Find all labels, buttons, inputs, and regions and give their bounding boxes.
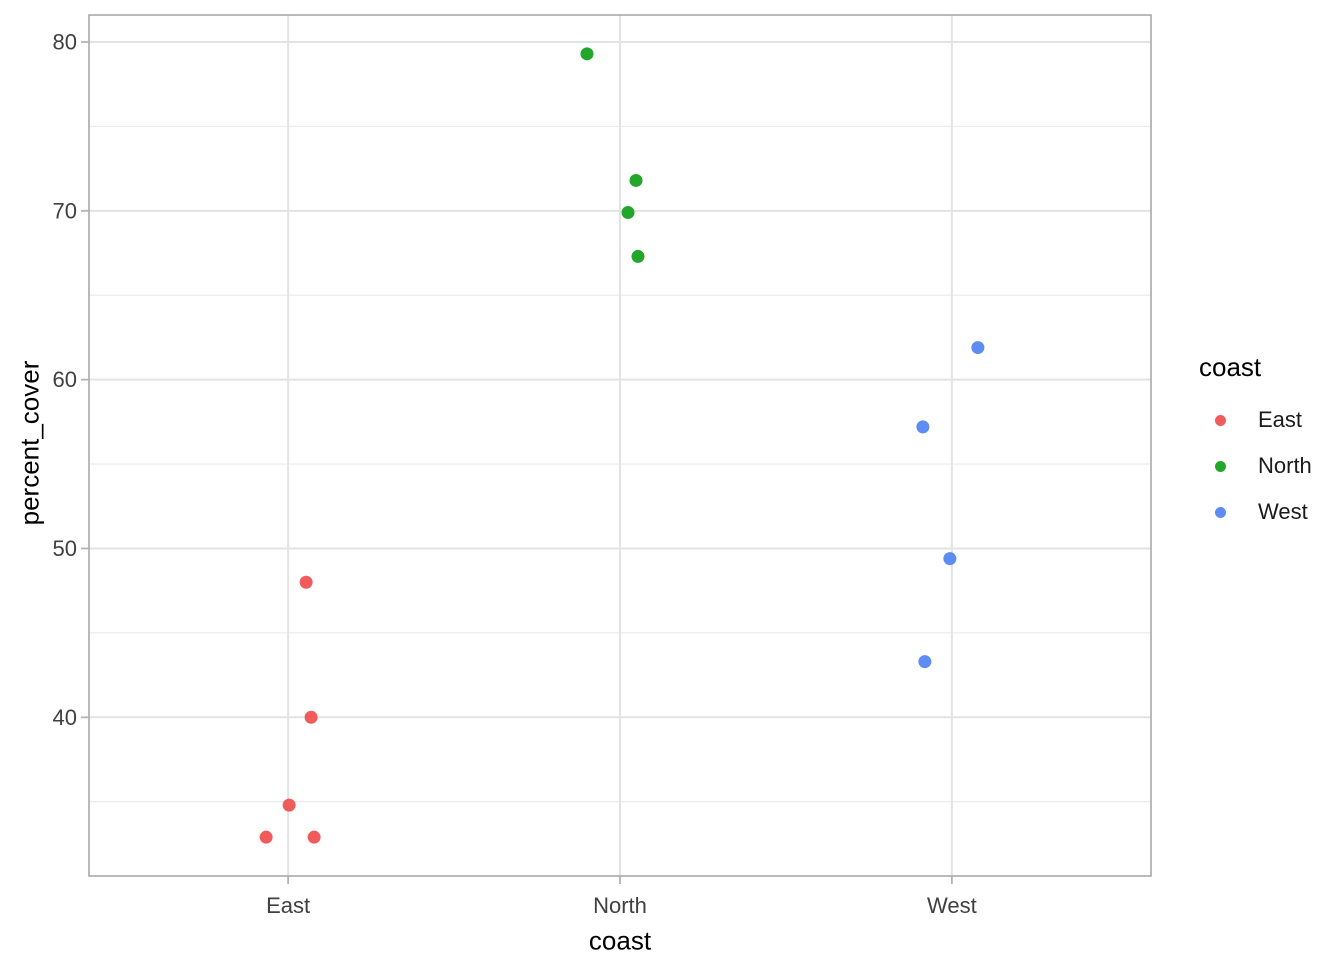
data-point-east bbox=[304, 710, 318, 724]
x-tick-label: West bbox=[927, 893, 977, 918]
x-tick-label: North bbox=[593, 893, 647, 918]
y-tick-label: 80 bbox=[53, 30, 77, 55]
y-axis-title: percent_cover bbox=[14, 360, 45, 526]
legend: coast East North West bbox=[1199, 352, 1312, 543]
data-point-west bbox=[971, 341, 985, 355]
data-point-east bbox=[259, 830, 273, 844]
legend-item-north: North bbox=[1199, 451, 1312, 481]
x-axis-title: coast bbox=[588, 925, 652, 956]
legend-key-dot-east bbox=[1215, 414, 1226, 426]
legend-label-north: North bbox=[1258, 453, 1312, 478]
legend-label-west: West bbox=[1258, 499, 1308, 524]
legend-label-east: East bbox=[1258, 407, 1303, 432]
data-point-north bbox=[621, 206, 635, 220]
legend-item-east: East bbox=[1199, 405, 1312, 435]
data-point-north bbox=[629, 173, 643, 187]
y-tick-label: 60 bbox=[53, 367, 77, 392]
data-point-north bbox=[631, 249, 645, 263]
legend-key-dot-west bbox=[1215, 506, 1226, 518]
y-tick-label: 40 bbox=[53, 705, 77, 730]
data-point-east bbox=[299, 575, 313, 589]
data-point-north bbox=[580, 47, 594, 61]
y-tick-label: 50 bbox=[53, 536, 77, 561]
y-tick-label: 70 bbox=[53, 198, 77, 223]
legend-item-west: West bbox=[1199, 497, 1312, 527]
data-point-west bbox=[916, 420, 930, 434]
data-point-west bbox=[943, 552, 957, 566]
legend-key-dot-north bbox=[1215, 460, 1226, 472]
data-point-east bbox=[282, 798, 296, 812]
data-point-west bbox=[918, 655, 932, 669]
data-point-east bbox=[307, 830, 321, 844]
legend-title: coast bbox=[1199, 352, 1262, 382]
x-tick-label: East bbox=[266, 893, 310, 918]
